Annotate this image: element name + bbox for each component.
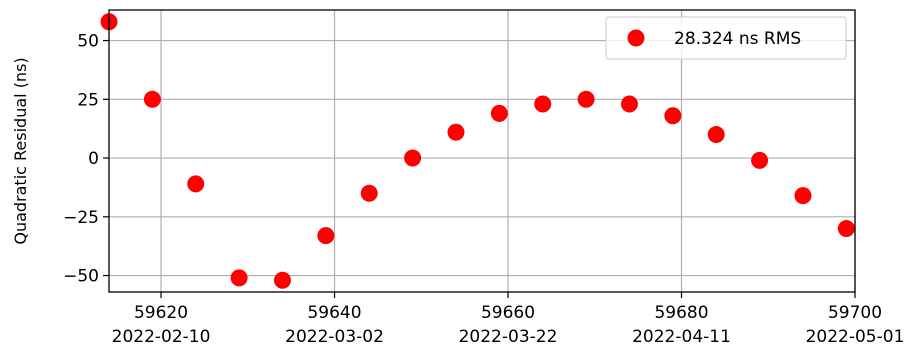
data-point — [404, 149, 422, 167]
data-point — [577, 90, 595, 108]
x-tick-date-label: 2022-04-11 — [632, 327, 731, 347]
data-point — [360, 184, 378, 202]
y-tick-label: 0 — [88, 149, 99, 169]
data-point — [187, 175, 205, 193]
data-point — [490, 104, 508, 122]
y-tick-label: −50 — [63, 267, 99, 287]
data-point — [447, 123, 465, 141]
data-point — [620, 95, 638, 113]
legend-label: 28.324 ns RMS — [674, 29, 801, 49]
data-point — [273, 271, 291, 289]
y-axis-title: Quadratic Residual (ns) — [11, 57, 30, 244]
y-tick-label: 50 — [77, 32, 99, 52]
x-tick-label: 59640 — [307, 303, 361, 323]
x-tick-label: 59620 — [134, 303, 188, 323]
data-point — [534, 95, 552, 113]
data-point — [751, 151, 769, 169]
data-point — [837, 220, 855, 238]
data-point — [143, 90, 161, 108]
legend: 28.324 ns RMS — [605, 16, 847, 60]
data-point — [707, 126, 725, 144]
x-tick-label: 59660 — [481, 303, 535, 323]
x-tick-label: 59680 — [654, 303, 708, 323]
x-tick-date-label: 2022-05-01 — [806, 327, 905, 347]
x-tick-date-label: 2022-02-10 — [112, 327, 211, 347]
data-point — [794, 187, 812, 205]
axis-ticks: 59620 2022-02-10 59640 2022-03-02 59660 2022-… — [63, 32, 904, 347]
x-tick-date-label: 2022-03-02 — [285, 327, 384, 347]
legend-box — [605, 16, 847, 60]
grid-lines — [109, 10, 856, 292]
legend-marker — [627, 29, 645, 47]
plot-frame — [108, 9, 856, 293]
x-tick-label: 59700 — [828, 303, 882, 323]
data-point — [664, 107, 682, 125]
data-points — [100, 13, 855, 289]
y-tick-label: −25 — [63, 208, 99, 228]
data-point — [230, 269, 248, 287]
y-tick-label: 25 — [77, 90, 99, 110]
x-tick-date-label: 2022-03-22 — [459, 327, 558, 347]
data-point — [317, 227, 335, 245]
